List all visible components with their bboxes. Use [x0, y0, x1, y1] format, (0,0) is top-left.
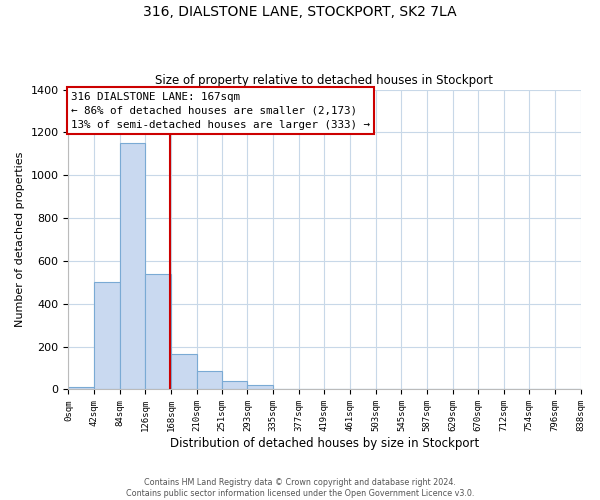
Bar	[120, 143, 145, 390]
Bar	[94, 282, 120, 390]
Bar	[68, 388, 94, 390]
Text: Contains HM Land Registry data © Crown copyright and database right 2024.
Contai: Contains HM Land Registry data © Crown c…	[126, 478, 474, 498]
Text: 316 DIALSTONE LANE: 167sqm
← 86% of detached houses are smaller (2,173)
13% of s: 316 DIALSTONE LANE: 167sqm ← 86% of deta…	[71, 92, 370, 130]
Bar	[197, 372, 222, 390]
Title: Size of property relative to detached houses in Stockport: Size of property relative to detached ho…	[155, 74, 493, 87]
Bar	[145, 274, 171, 390]
Bar	[247, 385, 273, 390]
Text: 316, DIALSTONE LANE, STOCKPORT, SK2 7LA: 316, DIALSTONE LANE, STOCKPORT, SK2 7LA	[143, 5, 457, 19]
X-axis label: Distribution of detached houses by size in Stockport: Distribution of detached houses by size …	[170, 437, 479, 450]
Y-axis label: Number of detached properties: Number of detached properties	[15, 152, 25, 327]
Bar	[222, 382, 247, 390]
Bar	[171, 354, 197, 390]
